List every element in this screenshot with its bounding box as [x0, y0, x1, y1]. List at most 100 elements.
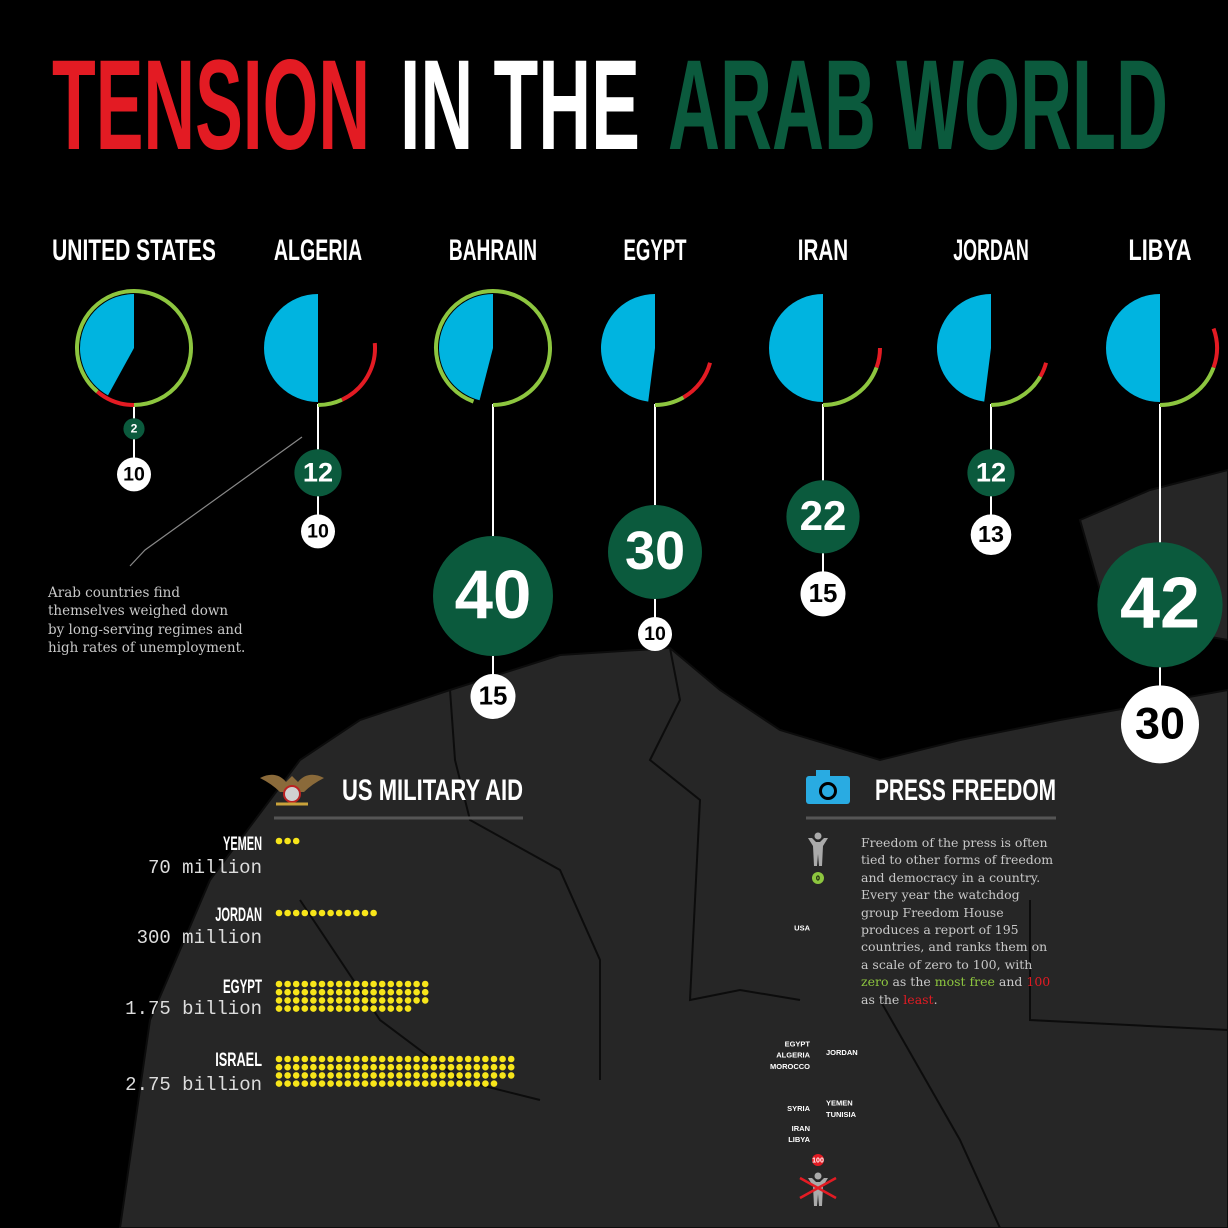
lower-label: 10: [644, 623, 666, 645]
country-name: UNITED STATES: [52, 234, 216, 267]
aid-dot: [284, 988, 291, 996]
paragraph-part: 100: [1026, 974, 1051, 990]
country-name: JORDAN: [953, 234, 1029, 267]
aid-dot: [499, 1055, 506, 1063]
country-name: LIBYA: [1129, 234, 1192, 267]
aid-dot: [310, 1055, 317, 1063]
upper-circle: [433, 536, 553, 656]
aid-amount: 300 million: [137, 927, 262, 949]
aid-dot: [413, 997, 420, 1004]
aid-dot: [439, 1080, 446, 1087]
aid-dot: [361, 909, 369, 917]
aid-dot: [327, 1072, 334, 1079]
aid-dot: [310, 1063, 317, 1071]
aid-dot: [292, 1005, 300, 1012]
lower-label: 10: [307, 521, 329, 543]
paragraph-part: least: [903, 991, 934, 1007]
aid-dot: [370, 988, 377, 996]
aid-country: JORDAN: [215, 905, 262, 926]
aid-dot: [301, 988, 309, 996]
aid-dot: [361, 1063, 369, 1071]
aid-dot: [310, 980, 317, 988]
aid-dot: [292, 980, 300, 988]
aid-dot: [335, 988, 343, 996]
aid-dot: [318, 909, 326, 917]
aid-dot: [335, 980, 343, 988]
title: TENSION IN THE ARAB WORLD: [52, 34, 1168, 177]
aid-dot: [396, 1072, 403, 1079]
aid-dot: [456, 1080, 463, 1087]
aid-dot: [490, 1080, 498, 1087]
aid-amount: 2.75 billion: [125, 1074, 262, 1096]
aid-dot: [421, 980, 429, 988]
red-arc: [874, 347, 882, 369]
aid-dot: [404, 980, 412, 988]
aid-dot: [275, 1063, 283, 1071]
aid-dot: [344, 980, 352, 988]
aid-dot: [413, 1080, 420, 1087]
aid-dot: [482, 1055, 489, 1063]
aid-dot: [361, 1072, 369, 1079]
aid-dot: [387, 1080, 395, 1087]
aid-dot: [464, 1055, 472, 1063]
aid-dot: [404, 997, 412, 1004]
aid-dot: [439, 1055, 446, 1063]
aid-dot: [507, 1063, 515, 1071]
aid-title: US MILITARY AID: [342, 774, 523, 807]
aid-dot: [353, 909, 360, 917]
lower-label: 15: [479, 683, 508, 711]
aid-dot: [310, 1072, 317, 1079]
aid-dot: [292, 837, 300, 845]
aid-dot: [318, 1063, 326, 1071]
paragraph-part: as the: [888, 974, 935, 990]
aid-dot: [275, 997, 283, 1004]
aid-dot: [370, 1072, 377, 1079]
aid-dot: [387, 988, 395, 996]
aid-dot: [284, 980, 291, 988]
aid-dot: [482, 1072, 489, 1079]
green-arc: [822, 366, 879, 407]
country-label: MOROCCO: [770, 1062, 810, 1071]
aid-dot: [292, 1072, 300, 1079]
pie-wedge: [439, 294, 493, 401]
aid-dot: [404, 1005, 412, 1012]
aid-dot: [361, 1080, 369, 1087]
aid-dot: [275, 980, 283, 988]
title-part: ARAB WORLD: [668, 34, 1168, 177]
aid-dot: [499, 1072, 506, 1079]
person-head: [814, 1172, 822, 1180]
title-part: TENSION: [52, 34, 370, 177]
aid-dot: [327, 1080, 334, 1087]
aid-dot: [284, 837, 291, 845]
aid-dot: [284, 997, 291, 1004]
aid-dot: [344, 997, 352, 1004]
aid-dot: [456, 1072, 463, 1079]
paragraph-part: as the: [861, 991, 904, 1007]
aid-dot: [353, 1080, 360, 1087]
lower-circle: [470, 674, 516, 719]
upper-circle: [608, 505, 702, 599]
person-body: [808, 838, 828, 866]
aid-dot: [413, 1072, 420, 1079]
aid-dot: [284, 1005, 291, 1012]
upper-label: 22: [800, 492, 847, 539]
aid-dot: [327, 980, 334, 988]
pie-wedge: [601, 294, 655, 402]
red-cross: [799, 1176, 837, 1200]
aid-dot: [387, 1055, 395, 1063]
aid-dot: [318, 1072, 326, 1079]
aid-dot: [335, 1080, 343, 1087]
aid-dot: [327, 909, 334, 917]
green-arc: [434, 289, 552, 407]
upper-label: 42: [1120, 564, 1200, 644]
aid-dot: [292, 988, 300, 996]
aid-dot: [404, 1063, 412, 1071]
aid-dot: [507, 1072, 515, 1079]
upper-label: 2: [131, 422, 138, 436]
aid-dot: [301, 909, 309, 917]
aid-dot: [335, 1005, 343, 1012]
aid-dot: [396, 1005, 403, 1012]
aid-dot: [396, 1055, 403, 1063]
upper-label: 30: [625, 521, 685, 581]
